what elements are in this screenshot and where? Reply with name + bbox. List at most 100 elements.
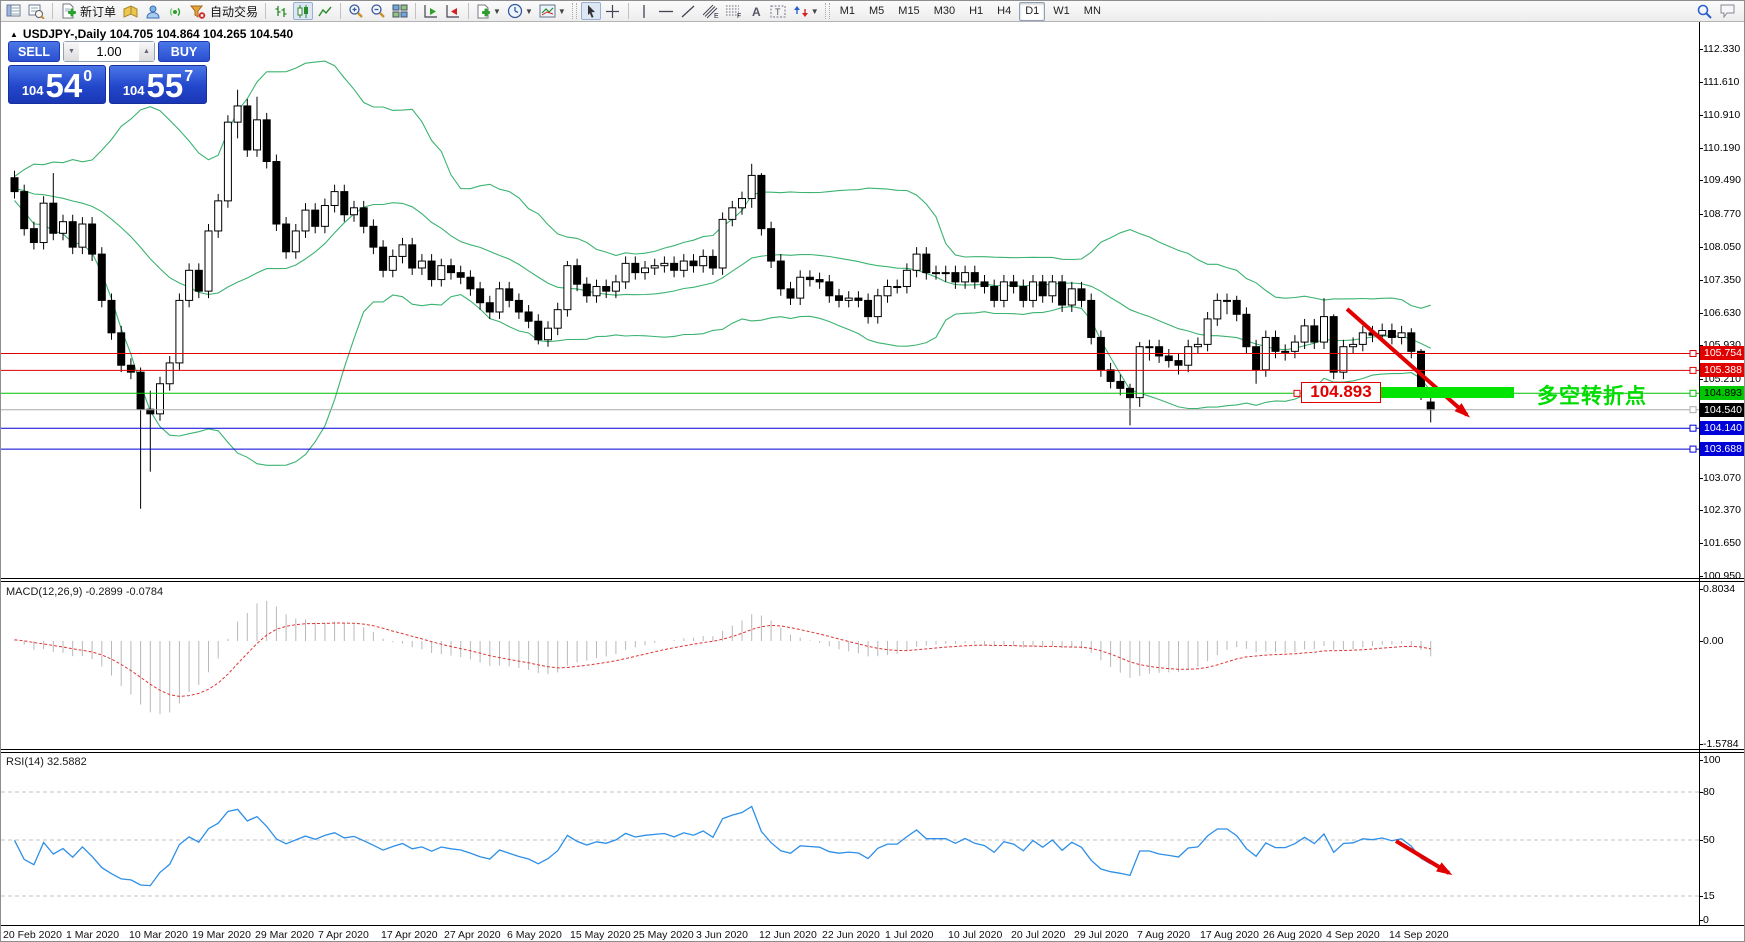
pane-separator[interactable] <box>1 578 1744 582</box>
market-watch-icon <box>28 4 45 19</box>
zoom-out-icon <box>370 3 386 19</box>
timeframe-button-H1[interactable]: H1 <box>969 5 984 17</box>
sell-button[interactable]: SELL <box>8 41 60 62</box>
signals-button[interactable] <box>165 2 185 20</box>
autotrading-button[interactable] <box>187 2 208 20</box>
chart-bars-button[interactable] <box>271 2 291 20</box>
bear-candle <box>97 253 106 301</box>
macd-indicator-label: MACD(12,26,9) -0.2899 -0.0784 <box>6 586 164 598</box>
collapse-triangle-icon[interactable]: ▲ <box>10 29 18 39</box>
trendline-button[interactable] <box>678 2 698 20</box>
buy-price-tile[interactable]: 104 55 7 <box>109 65 207 104</box>
timeframe-button-M15[interactable]: M15 <box>898 5 920 17</box>
bear-candle <box>1155 346 1164 357</box>
bear-candle <box>534 320 543 341</box>
chart-candles-button[interactable] <box>293 2 314 20</box>
date-label: 1 Jul 2020 <box>885 929 934 941</box>
price-tag-103.688: 103.688 <box>1700 442 1744 457</box>
bear-candle <box>1116 380 1125 389</box>
timeframe-button-M5[interactable]: M5 <box>869 5 885 17</box>
auto-scroll-button[interactable] <box>421 2 441 20</box>
new-chart-icon <box>476 4 491 19</box>
volume-field[interactable]: ▼ 1.00 ▲ <box>63 41 155 62</box>
arrows-button[interactable]: ▼ <box>791 2 821 20</box>
price-annotation-box[interactable]: 104.893 <box>1301 382 1381 403</box>
chat-button[interactable] <box>1717 2 1739 20</box>
chevron-down-icon: ▼ <box>810 6 819 16</box>
hline-anchor[interactable] <box>1689 406 1697 414</box>
fibonacci-button[interactable]: F <box>723 2 744 20</box>
bull-candle <box>59 221 67 234</box>
crosshair-button[interactable] <box>603 2 623 20</box>
history-center-button[interactable] <box>120 2 141 20</box>
timeframe-button-MN[interactable]: MN <box>1083 5 1101 17</box>
volume-increase-button[interactable]: ▲ <box>139 42 154 61</box>
volume-value[interactable]: 1.00 <box>96 44 122 59</box>
date-label: 27 Apr 2020 <box>444 929 501 941</box>
macd-pane[interactable] <box>1 581 1699 749</box>
hline-anchor[interactable] <box>1689 389 1697 397</box>
vertical-line-button[interactable] <box>634 2 654 20</box>
bear-candle <box>767 228 776 262</box>
pane-separator[interactable] <box>1 749 1744 753</box>
horizontal-line-button[interactable] <box>656 2 676 20</box>
bull-candle <box>544 327 552 341</box>
chart-line-button[interactable] <box>315 2 335 20</box>
price-tick <box>1699 49 1703 50</box>
timeframe-button-H4[interactable]: H4 <box>997 5 1012 17</box>
new-chart-button[interactable]: ▼ <box>474 2 503 20</box>
bear-candle <box>262 119 271 163</box>
price-tick-label: 108.050 <box>1703 241 1741 254</box>
buy-button[interactable]: BUY <box>158 41 210 62</box>
price-tick <box>1699 575 1703 577</box>
bear-candle <box>136 371 145 410</box>
rsi-tick-label: 0 <box>1703 914 1709 926</box>
periods-button[interactable]: ▼ <box>505 2 535 20</box>
macd-tick <box>1699 641 1703 642</box>
timeframe-button-D1[interactable]: D1 <box>1019 1 1046 21</box>
new-order-button[interactable] <box>58 2 78 20</box>
templates-button[interactable]: ▼ <box>537 2 568 20</box>
date-label: 26 Aug 2020 <box>1263 929 1322 941</box>
timeframe-button-W1[interactable]: W1 <box>1053 5 1070 17</box>
chart-shift-button[interactable] <box>443 2 463 20</box>
hline-anchor[interactable] <box>1293 389 1301 397</box>
timeframe-button-M30[interactable]: M30 <box>933 5 956 17</box>
bull-candle <box>165 362 174 385</box>
bull-candle <box>253 119 261 151</box>
rsi-pane[interactable] <box>1 752 1699 925</box>
new-order-label[interactable]: 新订单 <box>80 4 117 19</box>
zoom-out-button[interactable] <box>368 2 388 20</box>
bear-candle <box>282 223 291 253</box>
hline-anchor[interactable] <box>1689 366 1697 374</box>
note-annotation[interactable]: 多空转折点 <box>1537 385 1647 408</box>
hline-anchor[interactable] <box>1689 424 1697 432</box>
text-button[interactable]: A <box>746 2 766 20</box>
community-button[interactable] <box>143 2 163 20</box>
price-tick <box>1699 312 1703 314</box>
bull-candle <box>495 288 504 313</box>
timeframe-button-M1[interactable]: M1 <box>839 5 855 17</box>
cursor-button[interactable] <box>580 2 601 20</box>
periods-icon <box>507 3 523 19</box>
autotrading-label[interactable]: 自动交易 <box>210 4 259 19</box>
main-chart-pane[interactable] <box>1 22 1699 578</box>
channel-button[interactable]: E <box>700 2 721 20</box>
bear-candle <box>980 281 989 288</box>
volume-decrease-button[interactable]: ▼ <box>64 42 79 61</box>
price-tick <box>1699 180 1703 182</box>
search-button[interactable] <box>1694 2 1715 20</box>
sell-price-tile[interactable]: 104 54 0 <box>8 65 106 104</box>
highlight-bar[interactable] <box>1381 387 1514 398</box>
chart-shift-icon <box>445 4 461 19</box>
zoom-in-button[interactable] <box>346 2 366 20</box>
bull-candle <box>175 299 184 364</box>
hline-anchor[interactable] <box>1689 350 1697 357</box>
text-label-button[interactable]: T <box>768 2 789 20</box>
tile-windows-button[interactable] <box>390 2 410 20</box>
bear-candle <box>476 288 485 304</box>
toolbars-button[interactable] <box>4 2 24 20</box>
hline-anchor[interactable] <box>1689 445 1697 453</box>
bear-candle <box>1310 325 1319 343</box>
market-watch-button[interactable] <box>26 2 47 20</box>
